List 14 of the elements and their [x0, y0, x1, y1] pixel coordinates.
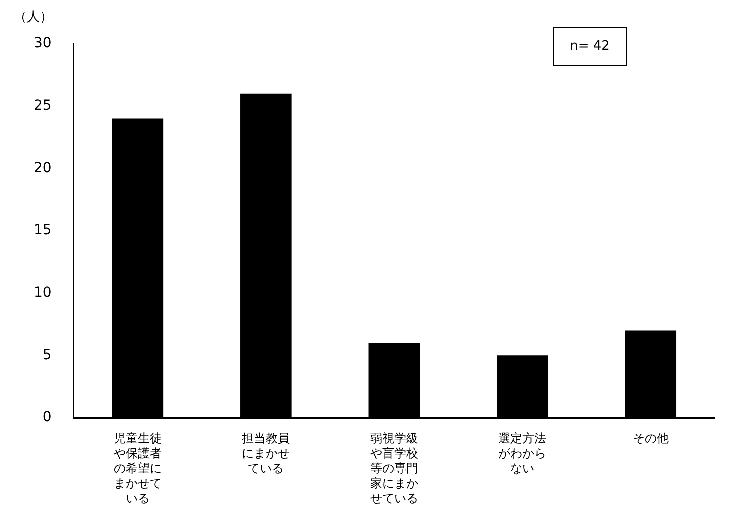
x-tick-label: 弱視学級や盲学校等の専門家にまかせている: [370, 432, 418, 506]
y-axis-title: （人）: [14, 9, 53, 26]
y-tick-label: 15: [34, 222, 52, 239]
x-tick-label: その他: [632, 432, 669, 446]
y-tick-label: 5: [42, 347, 52, 364]
y-tick-label: 0: [42, 410, 52, 426]
annotation: n= 42: [553, 27, 627, 66]
y-tick-label: 10: [34, 284, 52, 301]
x-tick-label: 担当教員にまかせている: [242, 432, 290, 476]
x-tick-label: 児童生徒や保護者の希望にまかせている: [114, 432, 162, 506]
y-tick-label: 20: [34, 160, 52, 176]
y-tick-label: 30: [34, 36, 52, 52]
x-tick-label: 選定方法がわからない: [498, 432, 547, 476]
y-tick-label: 25: [34, 98, 52, 114]
